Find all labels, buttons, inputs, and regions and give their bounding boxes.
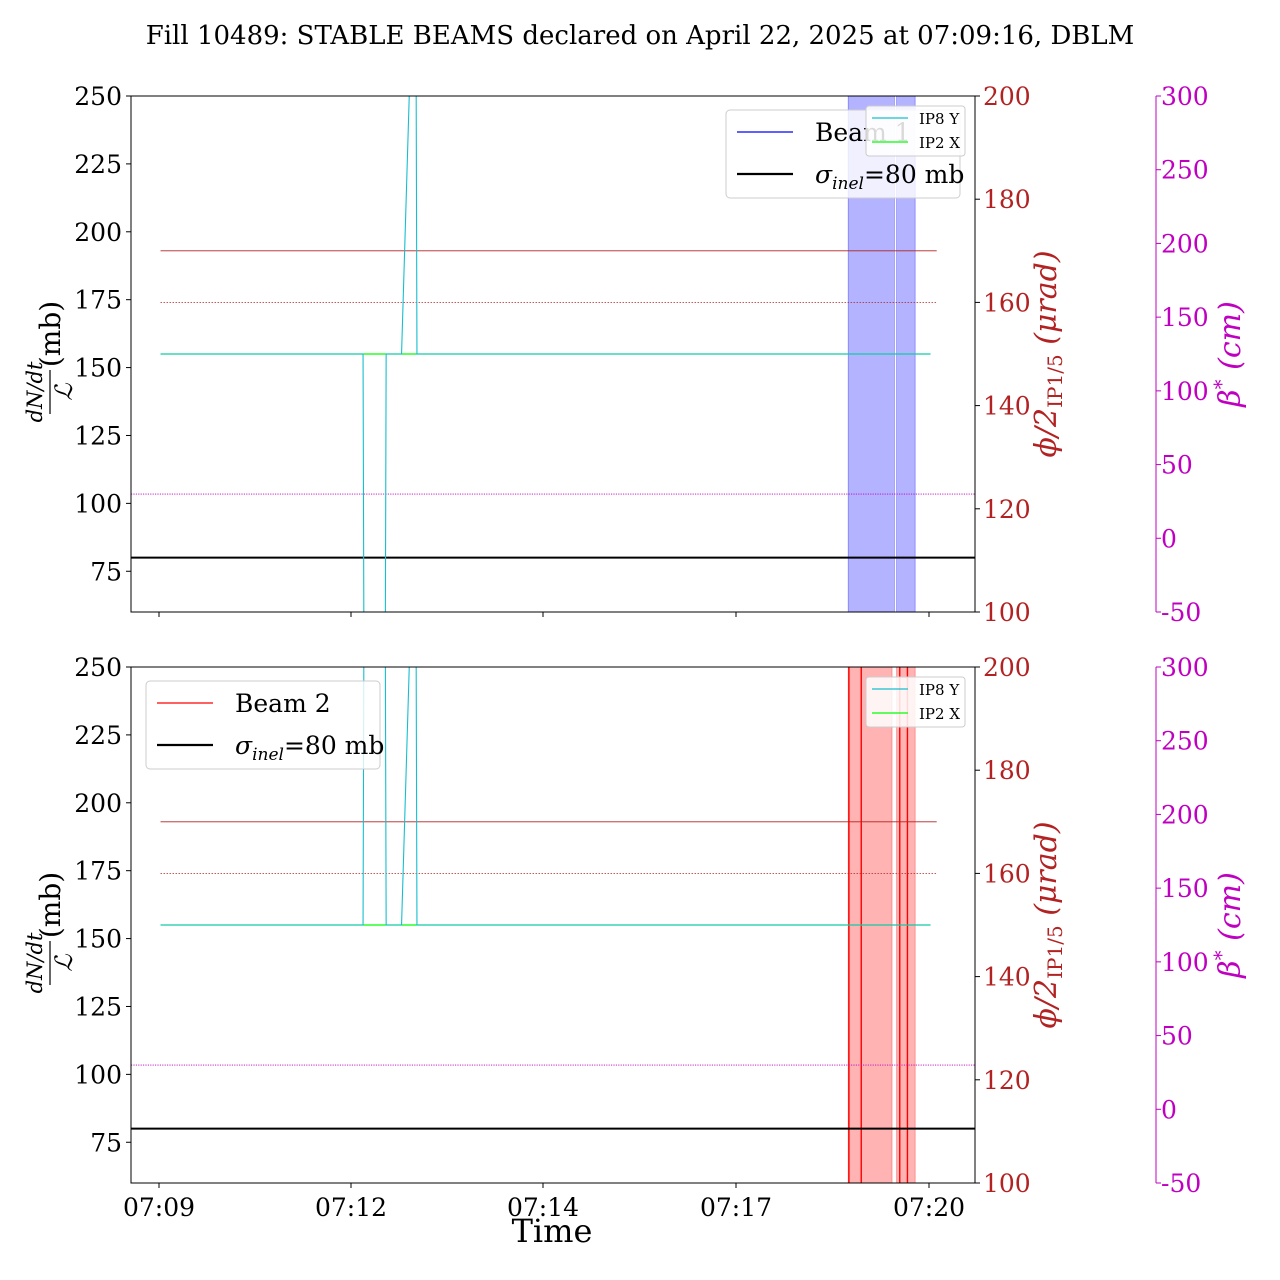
right-axis-2-label: β* (cm) (1209, 872, 1248, 979)
legend-ip: IP8 Y IP2 X (865, 676, 966, 728)
legend-label: σinel=80 mb (235, 731, 384, 765)
right-axis-2-tick-label: 250 (1161, 727, 1209, 756)
legend-ip-label: IP8 Y (919, 110, 960, 128)
legend-ip-label: IP2 X (919, 134, 960, 152)
y-axis-label-denominator: ℒ (50, 383, 78, 401)
right-axis-1-tick-label: 120 (983, 495, 1031, 524)
right-axis-2-tick-label: -50 (1161, 598, 1201, 627)
right-axis-1-tick-label: 200 (983, 653, 1031, 682)
right-axis-1-tick-label: 160 (983, 288, 1031, 317)
right-axis-2-tick-label: 250 (1161, 156, 1209, 185)
right-axis-2-tick-label: 200 (1161, 800, 1209, 829)
right-axis-2-tick-label: 0 (1161, 1095, 1177, 1124)
panel-bottom: 75 100 125 150 175 200 225 250 100 120 140 160 180 20… (23, 653, 1248, 1222)
x-tick-label: 07:09 (123, 1193, 195, 1222)
x-tick-label: 07:20 (893, 1193, 965, 1222)
y-tick-label: 200 (74, 789, 122, 818)
right-axis-1-tick-label: 160 (983, 859, 1031, 888)
y-tick-label: 75 (90, 557, 122, 586)
legend-main: Beam 2 σinel=80 mb (145, 680, 384, 770)
y-axis-label-unit: (mb) (34, 872, 67, 938)
y-tick-label: 150 (74, 354, 122, 383)
right-axis-1-tick-label: 140 (983, 963, 1031, 992)
x-tick-label: 07:12 (315, 1193, 387, 1222)
y-axis-label-unit: (mb) (34, 301, 67, 367)
right-axis-2-tick-label: -50 (1161, 1169, 1201, 1198)
legend-ip: IP8 Y IP2 X (865, 105, 966, 157)
x-tick-label: 07:17 (700, 1193, 772, 1222)
y-tick-label: 75 (90, 1128, 122, 1157)
right-axis-1-label: ϕ/2IP1/5 (μrad) (1029, 250, 1067, 457)
legend-label: σinel=80 mb (815, 160, 964, 194)
x-axis-label: Time (512, 1212, 593, 1250)
plot-frame (130, 666, 976, 1184)
panel-top: 75 100 125 150 175 200 225 250 100 120 140 160 180 20… (23, 82, 1248, 627)
right-axis-1-tick-label: 180 (983, 185, 1031, 214)
legend-ip-label: IP2 X (919, 705, 960, 723)
ip8y-series (160, 667, 931, 926)
right-axis-1-tick-label: 140 (983, 392, 1031, 421)
y-tick-label: 225 (74, 721, 122, 750)
ip8y-series (160, 96, 931, 612)
y-tick-label: 225 (74, 150, 122, 179)
y-axis-label-numerator: dN/dt (23, 932, 47, 993)
y-tick-label: 250 (74, 82, 122, 111)
y-axis-label: dN/dt ℒ (mb) (23, 301, 78, 423)
right-axis-1-tick-label: 180 (983, 756, 1031, 785)
right-axis-1-tick-label: 100 (983, 598, 1031, 627)
right-axis-2-tick-label: 0 (1161, 524, 1177, 553)
right-axis-1-label: ϕ/2IP1/5 (μrad) (1029, 821, 1067, 1028)
right-axis-2-tick-label: 200 (1161, 229, 1209, 258)
right-axis-2-tick-label: 150 (1161, 874, 1209, 903)
chart-title: Fill 10489: STABLE BEAMS declared on Apr… (146, 21, 1135, 51)
right-axis-2-tick-label: 100 (1161, 948, 1209, 977)
right-axis-2-tick-label: 100 (1161, 377, 1209, 406)
legend-ip-label: IP8 Y (919, 681, 960, 699)
y-tick-label: 100 (74, 1060, 122, 1089)
right-axis-2-tick-label: 150 (1161, 303, 1209, 332)
y-axis-label-denominator: ℒ (50, 954, 78, 972)
legend-label: Beam 2 (235, 689, 331, 718)
y-tick-label: 175 (74, 857, 122, 886)
plot-frame (130, 95, 976, 613)
right-axis-2-tick-label: 50 (1161, 1022, 1193, 1051)
y-tick-label: 125 (74, 421, 122, 450)
y-tick-label: 175 (74, 286, 122, 315)
right-axis-2-tick-label: 50 (1161, 451, 1193, 480)
plot-area (131, 667, 975, 1183)
right-axis-2-label: β* (cm) (1209, 301, 1248, 408)
y-tick-label: 125 (74, 992, 122, 1021)
y-axis-label: dN/dt ℒ (mb) (23, 872, 78, 994)
y-tick-label: 250 (74, 653, 122, 682)
right-axis-1-tick-label: 120 (983, 1066, 1031, 1095)
right-axis-2-tick-label: 300 (1161, 653, 1209, 682)
y-tick-label: 150 (74, 925, 122, 954)
x-tick-label: 07:14 (507, 1193, 579, 1222)
y-tick-label: 200 (74, 218, 122, 247)
y-axis-label-numerator: dN/dt (23, 361, 47, 422)
right-axis-2-tick-label: 300 (1161, 82, 1209, 111)
right-axis-1-tick-label: 100 (983, 1169, 1031, 1198)
right-axis-1-tick-label: 200 (983, 82, 1031, 111)
y-tick-label: 100 (74, 489, 122, 518)
